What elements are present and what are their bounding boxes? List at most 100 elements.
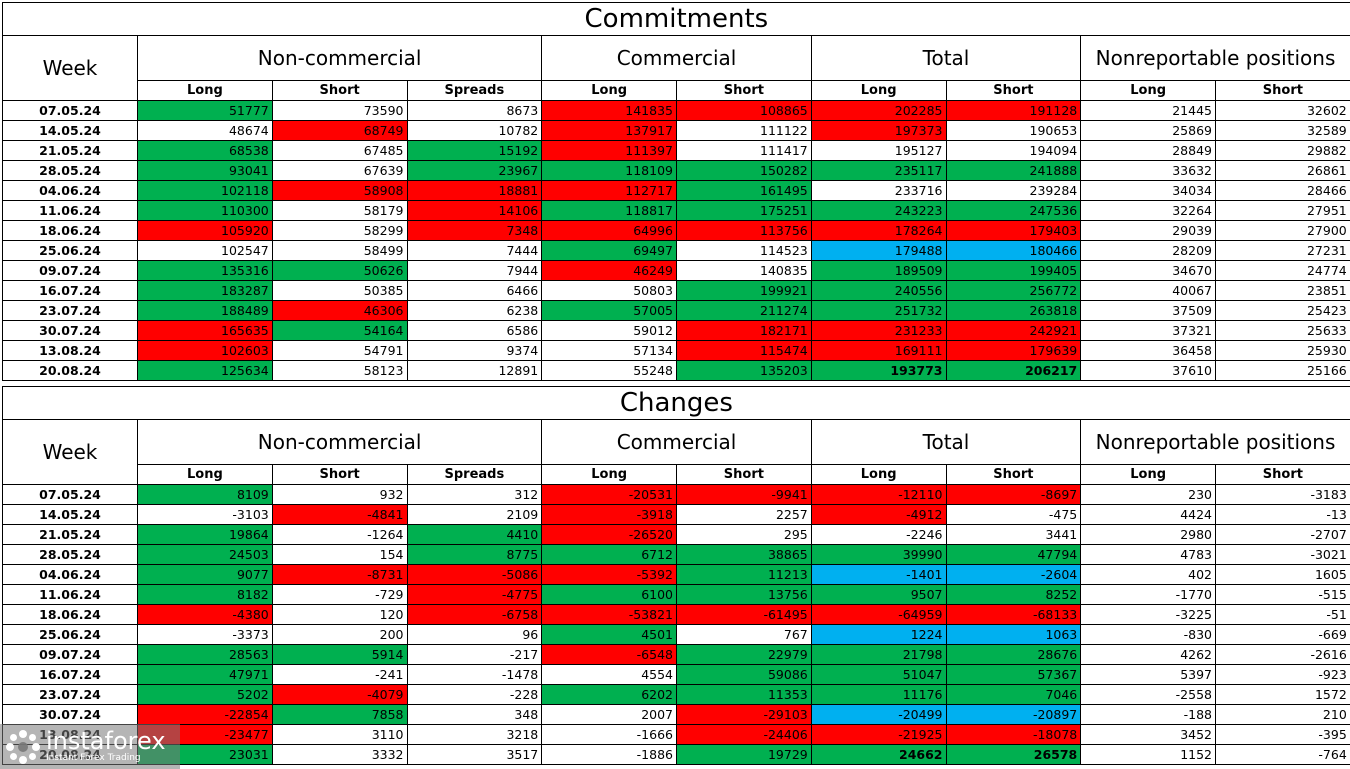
value-cell: 140835	[676, 260, 812, 281]
value-cell: -2558	[1080, 684, 1216, 705]
value-cell: -4380	[137, 604, 273, 625]
instaforex-logo-icon	[6, 729, 40, 764]
value-cell: 233716	[810, 180, 947, 201]
value-cell: 46249	[541, 260, 677, 281]
column-header: Long	[1080, 80, 1216, 101]
table-row: 23.07.24 188489 46306 6238 57005 211274 251732…	[2, 300, 1350, 321]
table-row: 13.08.24-2347731103218-1666-24406-21925-…	[2, 724, 1350, 745]
value-cell: 5397	[1080, 664, 1216, 685]
changes-table: Changes Week Non-commercial Commercial Total…	[2, 386, 1350, 765]
value-cell: 120	[271, 604, 408, 625]
value-cell: -6548	[541, 644, 677, 665]
column-header: Long	[810, 464, 947, 485]
value-cell: 26578	[945, 744, 1082, 765]
value-cell: 239284	[945, 180, 1082, 201]
value-cell: 199921	[676, 280, 812, 301]
value-cell: 5914	[271, 644, 408, 665]
week-cell: 04.06.24	[2, 180, 138, 201]
value-cell: 235117	[810, 160, 947, 181]
week-cell: 28.05.24	[2, 544, 138, 565]
column-header: Long	[137, 464, 273, 485]
value-cell: -21925	[810, 724, 947, 745]
value-cell: -3373	[137, 624, 273, 645]
week-cell: 14.05.24	[2, 504, 138, 525]
value-cell: 57005	[541, 300, 677, 321]
value-cell: 193773	[810, 360, 947, 381]
value-cell: -61495	[676, 604, 812, 625]
value-cell: 190653	[945, 120, 1082, 141]
week-cell: 09.07.24	[2, 260, 138, 281]
value-cell: 27231	[1215, 240, 1350, 261]
value-cell: -3021	[1215, 544, 1350, 565]
value-cell: -3918	[541, 504, 677, 525]
group-header-total: Total	[810, 419, 1082, 465]
value-cell: 32589	[1215, 120, 1350, 141]
week-cell: 16.07.24	[2, 664, 138, 685]
value-cell: 111397	[541, 140, 677, 161]
value-cell: 13756	[676, 584, 812, 605]
value-cell: 180466	[945, 240, 1082, 261]
value-cell: 59012	[541, 320, 677, 341]
value-cell: 9374	[406, 340, 543, 361]
value-cell: -2246	[810, 524, 947, 545]
value-cell: 25869	[1080, 120, 1216, 141]
value-cell: 28849	[1080, 140, 1216, 161]
value-cell: 34034	[1080, 180, 1216, 201]
group-header-nonreportable: Nonreportable positions	[1080, 419, 1350, 465]
value-cell: 7858	[271, 704, 408, 725]
value-cell: 111417	[676, 140, 812, 161]
value-cell: 179639	[945, 340, 1082, 361]
value-cell: 15192	[406, 140, 543, 161]
value-cell: 58499	[271, 240, 408, 261]
value-cell: 251732	[810, 300, 947, 321]
value-cell: -1401	[810, 564, 947, 585]
column-header: Long	[137, 80, 273, 101]
value-cell: 118817	[541, 200, 677, 221]
value-cell: -64959	[810, 604, 947, 625]
value-cell: -20499	[810, 704, 947, 725]
value-cell: 247536	[945, 200, 1082, 221]
table-row: 14.05.24 -3103 -4841 2109 -3918 2257 -4912 -475…	[2, 504, 1350, 525]
value-cell: -4841	[271, 504, 408, 525]
value-cell: 348	[406, 704, 543, 725]
value-cell: 8182	[137, 584, 273, 605]
week-cell: 25.06.24	[2, 624, 138, 645]
value-cell: 25423	[1215, 300, 1350, 321]
value-cell: 19864	[137, 524, 273, 545]
column-header: Short	[1215, 464, 1350, 485]
value-cell: -2604	[945, 564, 1082, 585]
value-cell: 1605	[1215, 564, 1350, 585]
instaforex-logo: instaforex Instant Forex Trading	[0, 724, 180, 769]
value-cell: 4783	[1080, 544, 1216, 565]
week-header: Week	[2, 35, 138, 101]
table-row: 18.06.24 105920 58299 7348 64996 113756 178264…	[2, 220, 1350, 241]
value-cell: 1572	[1215, 684, 1350, 705]
column-header: Short	[676, 80, 812, 101]
value-cell: 50626	[271, 260, 408, 281]
value-cell: 111122	[676, 120, 812, 141]
value-cell: 25930	[1215, 340, 1350, 361]
value-cell: 55248	[541, 360, 677, 381]
week-cell: 04.06.24	[2, 564, 138, 585]
value-cell: 200	[271, 624, 408, 645]
value-cell: 175251	[676, 200, 812, 221]
week-cell: 21.05.24	[2, 140, 138, 161]
value-cell: 210	[1215, 704, 1350, 725]
value-cell: -6758	[406, 604, 543, 625]
value-cell: 102603	[137, 340, 273, 361]
table-row: 30.07.24 -22854 7858 348 2007 -29103 -20499 -20…	[2, 704, 1350, 725]
week-cell: 11.06.24	[2, 584, 138, 605]
value-cell: 243223	[810, 200, 947, 221]
table-row: 09.07.24 135316 50626 7944 46249 140835 189509…	[2, 260, 1350, 281]
value-cell: 3517	[406, 744, 543, 765]
value-cell: 206217	[945, 360, 1082, 381]
table-row: 21.05.24 68538 67485 15192 111397 111417 19512…	[2, 140, 1350, 161]
value-cell: 179403	[945, 220, 1082, 241]
value-cell: 21798	[810, 644, 947, 665]
week-cell: 07.05.24	[2, 100, 138, 121]
value-cell: 59086	[676, 664, 812, 685]
value-cell: 25633	[1215, 320, 1350, 341]
week-cell: 18.06.24	[2, 220, 138, 241]
column-header: Short	[271, 464, 408, 485]
value-cell: -22854	[137, 704, 273, 725]
